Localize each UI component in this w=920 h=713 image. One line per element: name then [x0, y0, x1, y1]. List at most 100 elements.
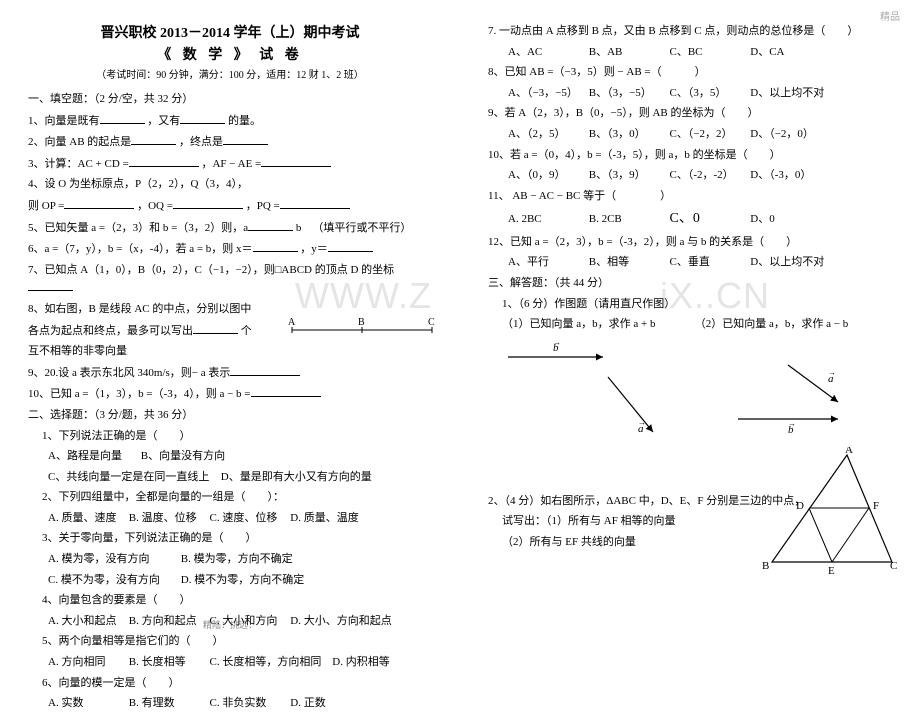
s1c: C、共线向量一定是在同一直线上 — [48, 469, 218, 487]
blank — [180, 112, 225, 124]
q3-pre: 3、计算：AC + CD = — [28, 158, 129, 170]
svg-text:C: C — [890, 560, 897, 572]
s6d: D. 正数 — [290, 695, 368, 713]
blank — [64, 197, 134, 209]
s5c: C. 长度相等，方向相同 — [210, 654, 330, 672]
q2: 2、向量 AB 的起点是 ，终点是 — [28, 133, 432, 152]
segment-abc-icon: A B C — [282, 318, 442, 336]
r10-opts: A、（0，9） B、（3，9） C、（-2，-2） D、（-3，0） — [488, 167, 892, 185]
r7b: B、AB — [589, 44, 667, 62]
q2-mid: ，终点是 — [179, 136, 223, 148]
q2-pre: 2、向量 AB 的起点是 — [28, 136, 131, 148]
q4a: 4、设 O 为坐标原点，P（2，2），Q（3，4）， — [28, 176, 432, 194]
r11-q: 11、 AB − AC − BC 等于（ ） — [488, 188, 892, 206]
s1a: A、路程是向量 — [48, 448, 138, 466]
p1-title: 1、（6 分）作图题（请用直尺作图） — [488, 296, 892, 314]
q9-a: 9、20.设 a 表示东北风 340m/s，则− a 表示 — [28, 367, 230, 379]
r7-opts: A、AC B、AB C、BC D、CA — [488, 44, 892, 62]
s3a: A. 模为零，没有方向 — [48, 551, 178, 569]
q6-a: 6、a =（7，y），b =（x，-4），若 a = b，则 x＝ — [28, 243, 253, 255]
blank — [230, 364, 300, 376]
r8-opts: A、（−3，−5） B、（3，−5） C、（3，5） D、以上均不对 — [488, 85, 892, 103]
r7c: C、BC — [670, 44, 748, 62]
s3-opts2: C. 模不为零，没有方向 D. 模不为零，方向不确定 — [28, 572, 432, 590]
svg-text:→: → — [638, 418, 646, 427]
s5b: B. 长度相等 — [129, 654, 207, 672]
p1b: （2）已知向量 a，b，求作 a − b — [695, 318, 848, 330]
svg-text:→: → — [788, 419, 796, 428]
q5-pre: 5、已知矢量 a =（2，3）和 b =（3，2）则，a — [28, 222, 248, 234]
section2-title: 二、选择题：（3 分/题，共 36 分） — [28, 407, 432, 425]
q3-mid: ，AF − AE = — [201, 158, 261, 170]
label-a: A — [288, 318, 296, 328]
blank — [261, 155, 331, 167]
s3-q: 3、关于零向量，下列说法正确的是（ ） — [28, 530, 432, 548]
s1-opts2: C、共线向量一定是在同一直线上 D、量是即有大小又有方向的量 — [28, 469, 432, 487]
q5: 5、已知矢量 a =（2，3）和 b =（3，2）则，a b （填平行或不平行） — [28, 219, 432, 238]
s6a: A. 实数 — [48, 695, 126, 713]
p1-row: （1）已知向量 a，b，求作 a + b （2）已知向量 a，b，求作 a − … — [488, 316, 892, 334]
section1-title: 一、填空题：（2 分/空，共 32 分） — [28, 91, 432, 109]
right-column: 精品 7. 一动点由 A 点移到 B 点，又由 B 点移到 C 点，则动点的总位… — [460, 0, 920, 637]
vectors-svg-icon: b → a → a → b → — [488, 337, 888, 447]
s3c: C. 模不为零，没有方向 — [48, 572, 178, 590]
triangle-diagram-icon: A B C D F E — [752, 447, 902, 577]
q8-b: 各点为起点和终点，最多可以写出 — [28, 325, 193, 337]
label-c: C — [428, 318, 435, 328]
blank — [328, 240, 373, 252]
blank — [131, 133, 176, 145]
s4-q: 4、向量包含的要素是（ ） — [28, 592, 432, 610]
blank — [248, 219, 293, 231]
q7-txt: 7、已知点 A（1，0），B（0，2），C（−1，−2），则□ABCD 的顶点 … — [28, 264, 394, 276]
page: 晋兴职校 2013－2014 学年（上）期中考试 《 数 学 》 试 卷 （考试… — [0, 0, 920, 637]
r10-q: 10、若 a =（0，4），b =（-3，5），则 a，b 的坐标是（ ） — [488, 147, 892, 165]
s5a: A. 方向相同 — [48, 654, 126, 672]
s1-opts1: A、路程是向量 B、向量没有方向 — [28, 448, 432, 466]
r8b: B、（3，−5） — [589, 85, 667, 103]
r7-q: 7. 一动点由 A 点移到 B 点，又由 B 点移到 C 点，则动点的总位移是（… — [488, 23, 892, 41]
q9: 9、20.设 a 表示东北风 340m/s，则− a 表示 — [28, 364, 432, 383]
r9-q: 9、若 A（2，3），B（0，−5），则 AB 的坐标为（ ） — [488, 105, 892, 123]
q4-d: ，PQ = — [246, 200, 280, 212]
blank — [129, 155, 199, 167]
s3b: B. 模为零，方向不确定 — [181, 551, 293, 569]
q6-b: ，y＝ — [300, 243, 328, 255]
s2-opts: A. 质量、速度 B. 温度、位移 C. 速度、位移 D. 质量、温度 — [28, 510, 432, 528]
blank — [193, 322, 238, 334]
q1-mid: ，又有 — [147, 115, 180, 127]
s1-q: 1、下列说法正确的是（ ） — [28, 428, 432, 446]
r11d: D、0 — [750, 211, 828, 229]
exam-title-2: 《 数 学 》 试 卷 — [28, 44, 432, 64]
r12a: A、平行 — [508, 254, 586, 272]
s2b: B. 温度、位移 — [129, 510, 207, 528]
r10a: A、（0，9） — [508, 167, 586, 185]
s6-opts: A. 实数 B. 有理数 C. 非负实数 D. 正数 — [28, 695, 432, 713]
r10b: B、（3，9） — [589, 167, 667, 185]
svg-text:→: → — [828, 368, 836, 377]
p1a: （1）已知向量 a，b，求作 a + b — [502, 316, 692, 334]
r12-opts: A、平行 B、相等 C、垂直 D、以上均不对 — [488, 254, 892, 272]
blank — [251, 385, 321, 397]
r9d: D、（−2，0） — [750, 126, 828, 144]
r7a: A、AC — [508, 44, 586, 62]
svg-text:→: → — [553, 338, 561, 347]
r11c: C、0 — [670, 208, 748, 230]
s4b: B. 方向和起点 — [129, 613, 207, 631]
r7d: D、CA — [750, 44, 828, 62]
exam-title-1: 晋兴职校 2013－2014 学年（上）期中考试 — [28, 22, 432, 42]
blank — [100, 112, 145, 124]
vectors-diagram: b → a → a → b → — [488, 337, 892, 450]
s6c: C. 非负实数 — [210, 695, 288, 713]
r9b: B、（3，0） — [589, 126, 667, 144]
r11b: B. 2CB — [589, 211, 667, 229]
blank — [173, 197, 243, 209]
s3d: D. 模不为零，方向不确定 — [181, 572, 304, 590]
q8a: 8、如右图，B 是线段 AC 的中点，分别以图中 — [28, 301, 432, 319]
blank — [28, 279, 73, 291]
r8-q: 8、已知 AB =（−3，5）则 − AB =（ ） — [488, 64, 892, 82]
q8b: 各点为起点和终点，最多可以写出 个 A B C — [28, 322, 432, 341]
q10-a: 10、已知 a =（1，3），b =（-3，4），则 a − b = — [28, 388, 251, 400]
r12b: B、相等 — [589, 254, 667, 272]
s4-opts: A. 大小和起点 B. 方向和起点 C. 大小和方向 D. 大小、方向和起点 — [28, 613, 432, 631]
s5-q: 5、两个向量相等是指它们的（ ） — [28, 633, 432, 651]
